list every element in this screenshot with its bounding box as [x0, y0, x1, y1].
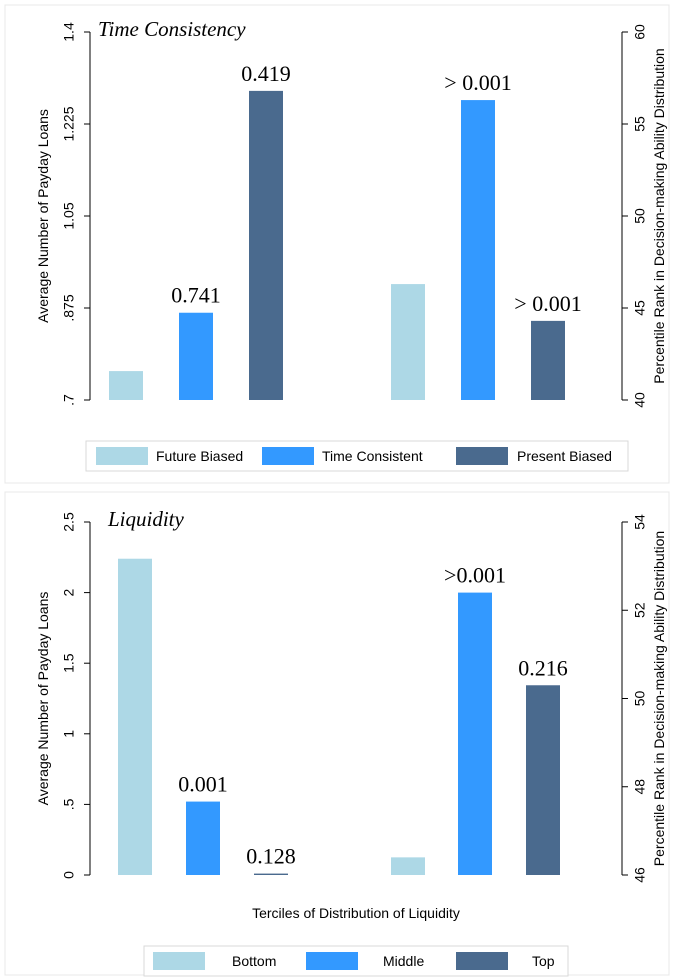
bar-bottom — [391, 857, 425, 875]
left-axis-title: Average Number of Payday Loans — [35, 109, 51, 323]
left-tick-label: 1 — [61, 730, 77, 738]
bar-value-label: 0.001 — [178, 772, 228, 797]
right-tick-label: 50 — [632, 208, 648, 224]
right-tick-label: 55 — [632, 116, 648, 132]
right-tick-label: 60 — [632, 24, 648, 40]
bar-value-label: 0.419 — [241, 61, 291, 86]
legend-swatch — [96, 447, 148, 465]
legend-swatch — [153, 952, 205, 970]
legend-label: Time Consistent — [322, 448, 423, 464]
legend: Bottom Middle Top — [143, 945, 569, 977]
legend-label: Middle — [383, 953, 424, 969]
chart-panel-1: .7 .875 1.05 1.225 1.4 40 45 50 55 60 Average Numb… — [4, 4, 670, 484]
right-tick-label: 40 — [632, 392, 648, 408]
bar-middle — [458, 592, 492, 875]
bar-value-label: 0.128 — [246, 844, 296, 869]
x-axis-title: Terciles of Distribution of Liquidity — [252, 905, 460, 921]
right-tick-label: 48 — [632, 779, 648, 795]
right-axis-title: Percentile Rank in Decision-making Abili… — [651, 48, 667, 383]
bar-middle — [186, 801, 220, 875]
left-axis-title: Average Number of Payday Loans — [35, 592, 51, 806]
right-tick-label: 45 — [632, 300, 648, 316]
legend-frame — [85, 440, 629, 472]
left-tick-label: 1.4 — [61, 22, 77, 42]
legend-swatch — [262, 447, 314, 465]
right-tick-label: 52 — [632, 602, 648, 618]
legend-swatch — [456, 952, 508, 970]
bar-present-biased — [531, 320, 565, 400]
bar-value-label: 0.741 — [171, 283, 221, 308]
bar-top — [254, 873, 288, 875]
left-tick-label: 0 — [61, 871, 77, 879]
panel-title: Time Consistency — [98, 17, 246, 41]
bar-value-label: > 0.001 — [444, 70, 511, 95]
bar-time-consistent — [461, 100, 495, 400]
left-tick-label: 2 — [61, 588, 77, 596]
legend-swatch — [456, 447, 508, 465]
bar-value-label: > 0.001 — [514, 291, 581, 316]
left-tick-label: 2.5 — [61, 512, 77, 532]
chart-panel-2: 0 .5 1 1.5 2 2.5 46 48 50 52 54 Average Number of P… — [4, 491, 670, 977]
legend: Future Biased Time Consistent Present Bias… — [85, 440, 629, 472]
bar-value-label: >0.001 — [444, 563, 506, 588]
left-tick-label: 1.5 — [61, 653, 77, 673]
left-tick-label: 1.05 — [61, 202, 77, 229]
panel-title: Liquidity — [107, 507, 185, 531]
right-tick-label: 46 — [632, 867, 648, 883]
left-tick-label: .5 — [61, 798, 77, 810]
right-axis-title: Percentile Rank in Decision-making Abili… — [651, 531, 667, 866]
left-tick-label: 1.225 — [61, 106, 77, 141]
legend-label: Future Biased — [156, 448, 243, 464]
bar-future-biased — [109, 371, 143, 400]
left-tick-label: .7 — [61, 394, 77, 406]
legend-label: Top — [532, 953, 555, 969]
legend-swatch — [306, 952, 358, 970]
left-tick-label: .875 — [61, 294, 77, 321]
bar-future-biased — [391, 284, 425, 400]
right-tick-label: 54 — [632, 514, 648, 530]
legend-label: Bottom — [232, 953, 276, 969]
bar-present-biased — [249, 90, 283, 400]
legend-label: Present Biased — [517, 448, 612, 464]
bar-top — [526, 685, 560, 875]
bar-time-consistent — [179, 312, 213, 400]
panel-frame — [4, 491, 670, 976]
bar-value-label: 0.216 — [518, 655, 568, 680]
bar-bottom — [118, 558, 152, 875]
right-tick-label: 50 — [632, 691, 648, 707]
panel-frame — [4, 4, 670, 484]
